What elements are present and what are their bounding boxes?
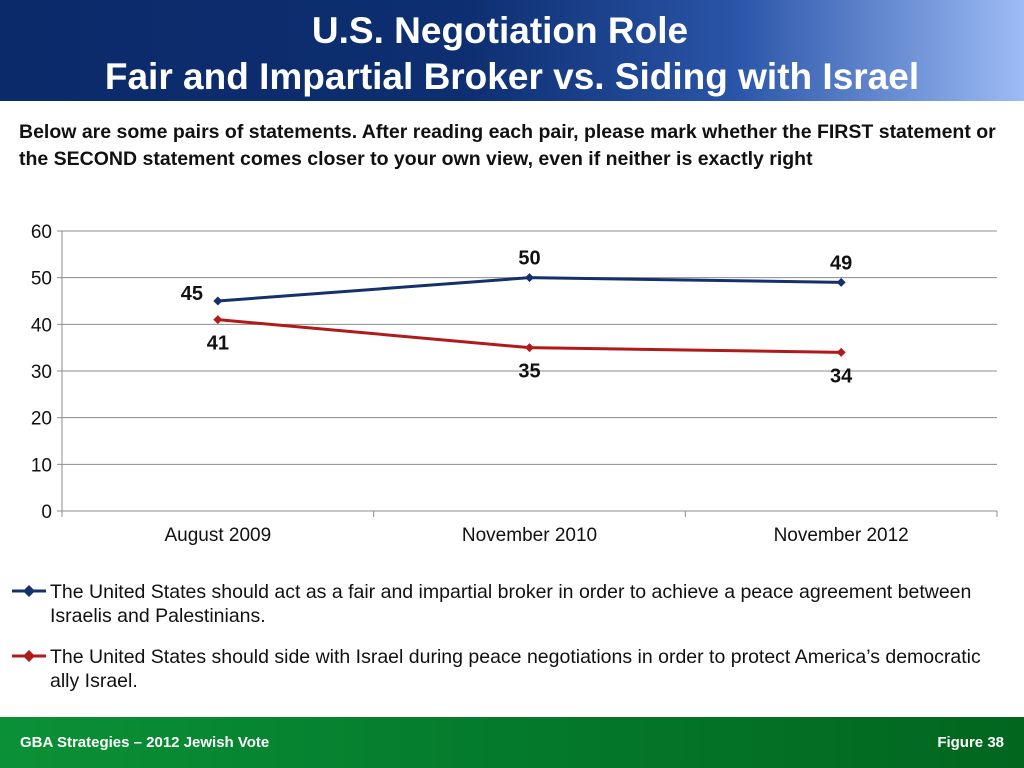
figure-number: Figure 38 [937,734,1004,751]
x-tick-label: November 2010 [462,525,597,546]
data-label: 45 [181,283,203,305]
footer-source: GBA Strategies – 2012 Jewish Vote [20,734,270,751]
y-tick-label: 10 [31,455,52,476]
data-label: 34 [830,365,853,387]
legend-marker-broker-icon [12,585,46,597]
y-tick-label: 50 [31,269,52,290]
legend-marker-side-with-israel-icon [12,650,46,662]
data-label: 49 [830,252,852,274]
series-1-point [836,277,846,287]
data-label: 50 [518,248,540,270]
data-label: 35 [518,361,540,383]
legend-label-broker: The United States should act as a fair a… [50,581,972,627]
x-tick-label: November 2012 [774,525,909,546]
series-2-point [525,343,534,353]
y-tick-label: 60 [31,222,52,243]
legend-label-side-with-israel: The United States should side with Israe… [50,646,981,692]
series-1-point [525,273,534,283]
title-banner: U.S. Negotiation Role Fair and Impartial… [0,0,1024,101]
y-tick-label: 0 [41,502,52,523]
series-1-point [213,296,223,306]
series-2-point [213,315,223,325]
y-tick-label: 30 [31,362,52,383]
y-tick-label: 40 [31,315,52,336]
footer-bar: GBA Strategies – 2012 Jewish Vote Figure… [0,717,1024,768]
series-2-point [836,347,846,357]
question-text: Below are some pairs of statements. Afte… [19,121,996,170]
x-tick-label: August 2009 [164,525,271,546]
y-tick-label: 20 [31,409,52,430]
line-chart: 0 10 20 30 40 50 60 August 2009 November 2010 Nov… [31,222,998,546]
data-label: 41 [207,333,229,355]
slide-title: U.S. Negotiation Role [311,10,689,51]
slide-subtitle: Fair and Impartial Broker vs. Siding wit… [104,56,920,97]
